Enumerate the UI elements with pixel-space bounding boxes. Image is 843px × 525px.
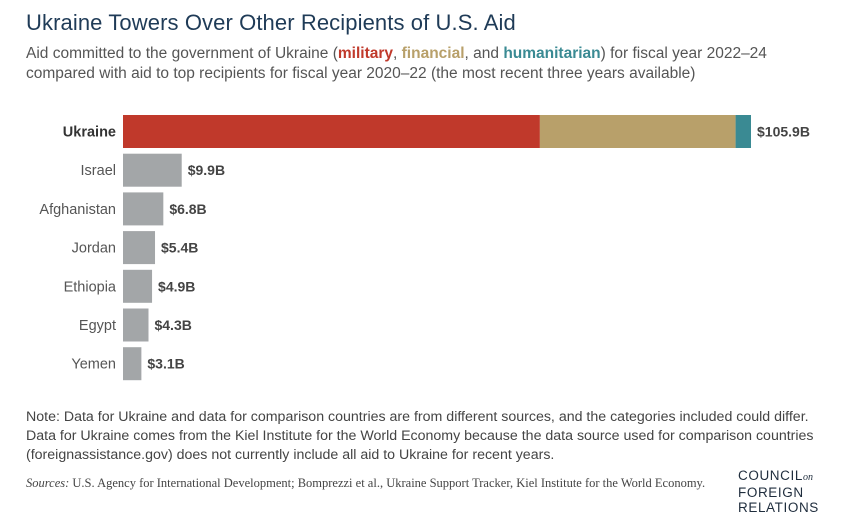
value-label-egypt: $4.3B xyxy=(154,317,191,333)
chart-title: Ukraine Towers Over Other Recipients of … xyxy=(26,10,516,35)
value-label-yemen: $3.1B xyxy=(147,356,184,372)
chart-note: Note: Data for Ukraine and data for comp… xyxy=(26,409,814,463)
subtitle-separator: , and xyxy=(464,45,504,62)
subtitle-text-end: ) for fiscal year 2022–24 compared with … xyxy=(26,45,767,82)
category-label-jordan: Jordan xyxy=(72,241,116,257)
bar-egypt xyxy=(123,308,149,342)
logo-line-2: FOREIGN xyxy=(738,485,804,500)
value-label-jordan: $5.4B xyxy=(161,240,198,256)
cfr-logo: COUNCILon FOREIGN RELATIONS xyxy=(738,468,819,515)
category-label-afghanistan: Afghanistan xyxy=(39,202,116,218)
legend-humanitarian: humanitarian xyxy=(503,45,601,62)
bar-chart: Ukraine $105.9B Israel $9.9B Afghanistan $6.8… xyxy=(39,115,810,381)
bar-afghanistan xyxy=(123,192,164,226)
subtitle-separator: , xyxy=(393,45,402,62)
value-label-ethiopia: $4.9B xyxy=(158,278,195,294)
chart-sources: Sources: U.S. Agency for International D… xyxy=(26,476,716,490)
value-label-ukraine: $105.9B xyxy=(757,124,810,140)
category-label-israel: Israel xyxy=(81,163,116,179)
bar-ukraine-military xyxy=(123,115,540,148)
bar-ethiopia xyxy=(123,269,153,303)
bar-ukraine-financial xyxy=(539,115,736,148)
subtitle-text-start: Aid committed to the government of Ukrai… xyxy=(26,45,338,62)
bar-ukraine-humanitarian xyxy=(735,115,751,148)
bar-jordan xyxy=(123,231,156,265)
logo-line-1: COUNCILon xyxy=(738,468,813,483)
chart-subtitle: Aid committed to the government of Ukrai… xyxy=(26,44,826,84)
bar-yemen xyxy=(123,347,142,381)
category-label-egypt: Egypt xyxy=(79,318,116,334)
legend-military: military xyxy=(337,45,394,62)
logo-line-3: RELATIONS xyxy=(738,500,819,515)
value-label-afghanistan: $6.8B xyxy=(169,201,206,217)
legend-financial: financial xyxy=(401,45,465,62)
sources-label: Sources: xyxy=(26,476,70,490)
bar-israel xyxy=(123,153,182,187)
category-label-yemen: Yemen xyxy=(71,357,116,373)
value-label-israel: $9.9B xyxy=(188,162,225,178)
category-label-ukraine: Ukraine xyxy=(63,125,116,141)
sources-text: U.S. Agency for International Developmen… xyxy=(69,476,706,490)
category-label-ethiopia: Ethiopia xyxy=(64,279,117,295)
